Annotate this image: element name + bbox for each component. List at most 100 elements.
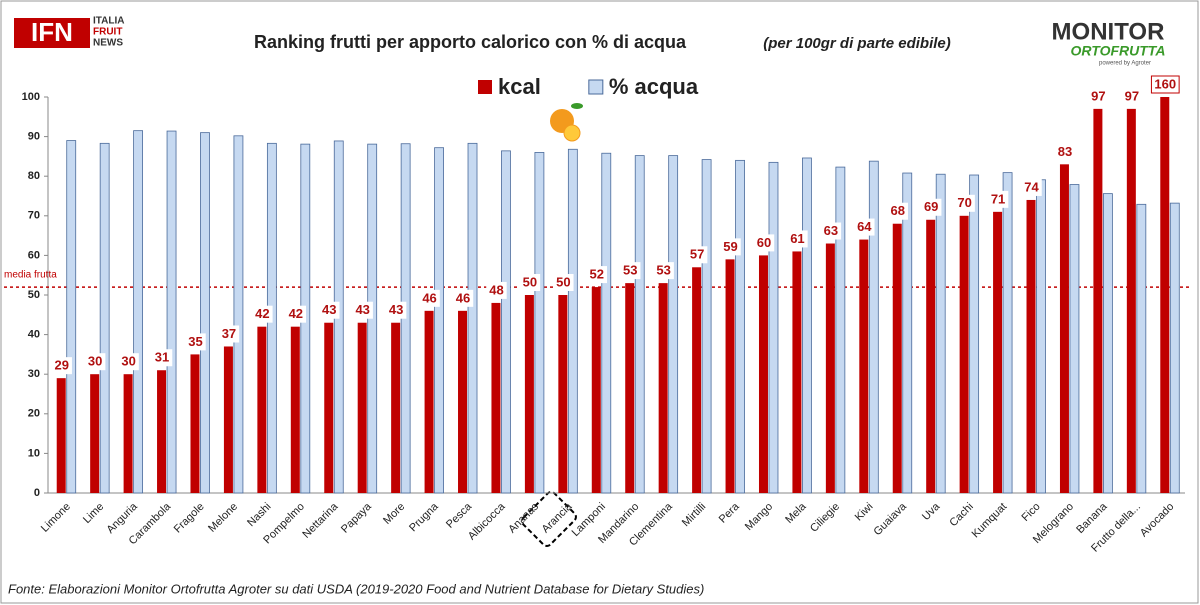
reference-label: media frutta [4, 270, 57, 281]
bar [1059, 164, 1069, 493]
ifn-logo-box [14, 18, 90, 48]
bar [658, 283, 668, 493]
value-label-bg [653, 262, 674, 280]
bar [558, 295, 568, 493]
value-label: 46 [456, 290, 470, 305]
bar [1160, 97, 1170, 493]
legend-label: % acqua [609, 74, 699, 99]
value-label-bg [1150, 75, 1180, 94]
bar [802, 157, 812, 494]
bar [458, 310, 468, 493]
value-label: 43 [389, 302, 403, 317]
bar [391, 322, 401, 493]
bar [993, 211, 1003, 493]
value-label: 43 [355, 302, 369, 317]
value-label-bg [586, 266, 608, 284]
bar [902, 172, 913, 494]
monitor-powered: powered by Agroter [1099, 61, 1151, 67]
value-label: 29 [54, 358, 68, 373]
source: Fonte: Elaborazioni Monitor Ortofrutta A… [8, 581, 704, 596]
orange-slice [563, 124, 581, 142]
value-label: 57 [690, 247, 704, 262]
value-label: 30 [88, 354, 102, 369]
value-labels: 29 30 30 31 35 37 42 42 43 43 43 46 46 48 50 50 52 53 53 57… [51, 75, 1180, 375]
value-label: 61 [790, 231, 804, 246]
value-label-bg [118, 353, 139, 371]
value-label-bg [319, 301, 340, 319]
y-tick-label: 10 [28, 447, 40, 459]
bar [692, 267, 702, 493]
value-label: 30 [121, 354, 135, 369]
value-label: 97 [1125, 88, 1139, 103]
value-label-bg [787, 230, 808, 248]
bar [725, 259, 735, 493]
value-label-bg [920, 198, 942, 216]
value-label-bg [352, 301, 373, 319]
value-label: 69 [924, 199, 938, 214]
chart-subtitle: (per 100gr di parte edibile) [763, 35, 951, 52]
value-label: 35 [188, 334, 202, 349]
value-label-bg [218, 325, 240, 343]
value-label-bg [1054, 143, 1076, 161]
bar [166, 130, 177, 494]
bar [357, 322, 367, 493]
ifn-line: FRUIT [93, 27, 122, 38]
ifn-line: NEWS [93, 38, 123, 49]
chart-title: Ranking frutti per apporto calorico con … [254, 32, 687, 52]
bar [634, 155, 645, 494]
value-label-bg [285, 305, 307, 323]
value-label: 42 [255, 306, 269, 321]
value-label-bg [619, 262, 641, 280]
value-label-bg [452, 289, 474, 307]
bar [969, 174, 980, 494]
value-label-bg [252, 305, 273, 323]
bar [768, 161, 779, 494]
value-label: 59 [723, 239, 737, 254]
bar [701, 159, 712, 494]
value-label: 50 [556, 274, 570, 289]
value-label-bg [686, 246, 708, 264]
value-label: 160 [1154, 76, 1176, 91]
bar [233, 135, 244, 494]
ifn-line: ITALIA [93, 16, 124, 27]
value-label-bg [385, 301, 407, 319]
monitor-sub: ORTOFRUTTA [1071, 43, 1166, 59]
value-label: 71 [991, 191, 1005, 206]
value-label: 64 [857, 219, 872, 234]
bar [1136, 203, 1147, 494]
leaf [571, 103, 583, 109]
value-label-bg [1121, 87, 1143, 105]
value-label-bg [553, 274, 574, 291]
value-label-bg [151, 349, 173, 367]
bar [434, 147, 444, 494]
value-label-bg [987, 190, 1009, 208]
bar [66, 140, 77, 494]
bar [257, 326, 267, 493]
bar [926, 219, 936, 493]
value-label-bg [1088, 87, 1109, 105]
bar [56, 378, 66, 493]
y-tick-label: 60 [28, 249, 40, 261]
value-label: 97 [1091, 88, 1105, 103]
bar [223, 346, 233, 493]
value-label-bg [887, 202, 908, 220]
legend-label: kcal [498, 74, 541, 99]
bar [290, 326, 300, 493]
bar [1026, 199, 1036, 493]
bar [1002, 172, 1013, 494]
value-label-bg [820, 222, 842, 240]
y-tick-label: 90 [28, 131, 40, 143]
legend-swatch [588, 79, 604, 95]
value-label: 46 [422, 290, 436, 305]
legend-swatch [478, 80, 492, 94]
bar [567, 148, 578, 494]
bar [467, 142, 478, 494]
ifn-logo: IFN [31, 17, 73, 47]
value-label: 50 [523, 274, 537, 289]
bar [157, 370, 167, 493]
value-label-bg [1021, 178, 1042, 196]
bar [735, 159, 745, 494]
bar [591, 287, 601, 493]
bar [324, 322, 334, 493]
